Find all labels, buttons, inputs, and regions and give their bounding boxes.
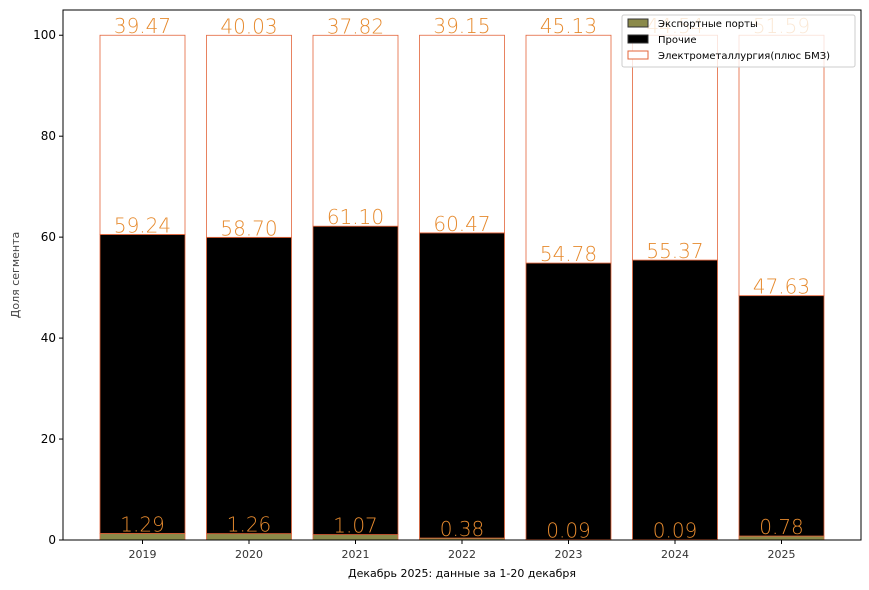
bar-other-2022 [419,232,505,539]
bar-other-2023 [525,262,612,540]
bar-electrometallurgy-2025 [738,34,825,297]
bar-electrometallurgy-2022 [419,34,505,234]
y-axis-label: Доля сегмента [9,232,22,318]
bar-other-2020 [206,236,292,535]
legend: Экспортные порты Прочие Электрометаллург… [621,14,856,68]
legend-box [621,14,856,68]
bar-electrometallurgy-2021 [312,34,399,227]
data-label-other-2021: 61.10 [327,205,384,229]
legend-label-other: Прочие [658,35,697,46]
bar-electrometallurgy-2020 [206,34,292,238]
data-label-export-ports-2024: 0.09 [653,519,698,543]
data-label-other-2020: 58.70 [220,216,277,240]
xtick-label: 2020 [235,548,263,561]
xtick-label: 2022 [448,548,476,561]
y-axis: 0 20 40 60 80 100 [33,28,63,547]
data-label-other-2025: 47.63 [753,275,810,299]
bar-electrometallurgy-2023 [525,34,612,264]
xtick-label: 2019 [129,548,157,561]
ytick-label: 40 [41,331,56,345]
data-label-other-2019: 59.24 [114,213,171,237]
legend-label-electrometallurgy: Электрометаллургия(плюс БМЗ) [658,51,830,62]
data-label-electrometallurgy-2019: 39.47 [114,14,171,38]
ytick-label: 60 [41,230,56,244]
data-label-electrometallurgy-2021: 37.82 [327,14,384,38]
legend-swatch-other [627,34,649,44]
data-label-export-ports-2022: 0.38 [440,517,485,541]
data-label-export-ports-2025: 0.78 [759,515,804,539]
bar-other-2025 [738,295,825,537]
ytick-label: 0 [48,533,56,547]
data-label-export-ports-2020: 1.26 [227,513,272,537]
data-label-electrometallurgy-2023: 45.13 [540,14,597,38]
x-axis: 2019 2020 2021 2022 2023 2024 2025 [129,540,796,561]
legend-label-export-ports: Экспортные порты [658,19,758,30]
xtick-label: 2023 [555,548,583,561]
data-label-export-ports-2019: 1.29 [120,512,165,536]
legend-swatch-electrometallurgy [627,50,649,60]
x-axis-label: Декабрь 2025: данные за 1-20 декабря [348,567,576,580]
data-label-other-2024: 55.37 [646,239,703,263]
xtick-label: 2025 [768,548,796,561]
data-label-export-ports-2021: 1.07 [333,514,378,538]
xtick-label: 2021 [342,548,370,561]
data-label-export-ports-2023: 0.09 [546,519,591,543]
legend-swatch-export-ports [627,18,649,28]
data-label-other-2023: 54.78 [540,242,597,266]
ytick-label: 100 [33,28,56,42]
bar-other-2021 [312,225,399,535]
data-label-other-2022: 60.47 [433,212,490,236]
data-label-electrometallurgy-2022: 39.15 [433,14,490,38]
bar-other-2024 [632,259,718,540]
bar-electrometallurgy-2019 [99,34,186,235]
bar-other-2019 [99,234,186,534]
ytick-label: 80 [41,129,56,143]
xtick-label: 2024 [661,548,689,561]
data-label-electrometallurgy-2020: 40.03 [220,14,277,38]
bars-group [99,34,825,541]
ytick-label: 20 [41,432,56,446]
bar-electrometallurgy-2024 [632,34,718,261]
